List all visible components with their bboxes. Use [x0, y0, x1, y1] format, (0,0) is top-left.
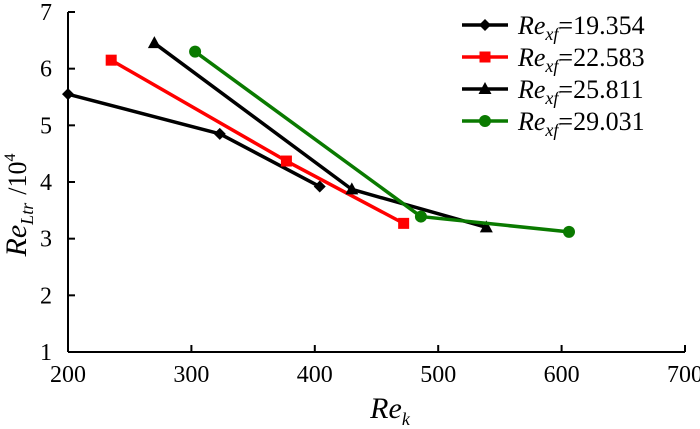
legend-entry: Rexf=19.354 [462, 11, 645, 44]
y-axis-label: ReLtr/104 [0, 154, 37, 258]
legend-label: Rexf=22.583 [517, 43, 645, 76]
data-point-square [280, 155, 292, 167]
data-point-square [398, 217, 410, 229]
series-layer [62, 36, 576, 238]
y-tick-label: 7 [40, 0, 52, 26]
legend-marker-square [479, 51, 491, 63]
legend-entry: Rexf=25.811 [462, 75, 644, 108]
data-point-triangle [345, 182, 359, 195]
x-tick-label: 200 [50, 362, 86, 388]
series-line [110, 58, 405, 225]
series-2 [105, 54, 410, 229]
y-tick-label: 1 [40, 340, 52, 366]
legend-marker-circle [479, 115, 491, 127]
y-tick-label: 6 [40, 57, 52, 83]
y-axis-ticks: 1 2 3 4 5 6 7 [40, 0, 75, 366]
x-axis-label: Rek [369, 392, 411, 429]
legend-entry: Rexf=29.031 [462, 107, 645, 140]
x-tick-label: 500 [420, 362, 456, 388]
data-point-diamond [313, 180, 326, 193]
data-point-circle [563, 225, 576, 238]
x-tick-label: 700 [667, 362, 700, 388]
legend-label: Rexf=19.354 [517, 11, 645, 44]
series-1 [62, 88, 326, 193]
x-tick-label: 300 [173, 362, 209, 388]
data-point-circle [414, 210, 427, 223]
x-axis-ticks: 200 300 400 500 600 700 [50, 345, 700, 388]
series-4 [189, 45, 576, 238]
legend-marker-triangle [478, 82, 492, 94]
x-tick-label: 400 [297, 362, 333, 388]
legend-marker-diamond [479, 19, 491, 31]
data-point-diamond [213, 127, 226, 140]
y-tick-label: 4 [40, 170, 52, 196]
series-3 [147, 36, 493, 233]
data-point-diamond [62, 88, 74, 101]
y-tick-label: 3 [40, 227, 52, 253]
y-tick-label: 5 [40, 113, 52, 139]
legend-label: Rexf=29.031 [517, 107, 645, 140]
x-tick-label: 600 [544, 362, 580, 388]
legend-label: Rexf=25.811 [517, 75, 644, 108]
data-point-triangle [479, 220, 493, 233]
data-point-triangle [147, 36, 161, 49]
y-tick-label: 2 [40, 283, 52, 309]
data-point-circle [189, 45, 202, 58]
series-line [153, 41, 487, 230]
legend: Rexf=19.354Rexf=22.583Rexf=25.811Rexf=29… [462, 11, 645, 140]
data-point-square [105, 54, 117, 66]
legend-entry: Rexf=22.583 [462, 43, 645, 76]
